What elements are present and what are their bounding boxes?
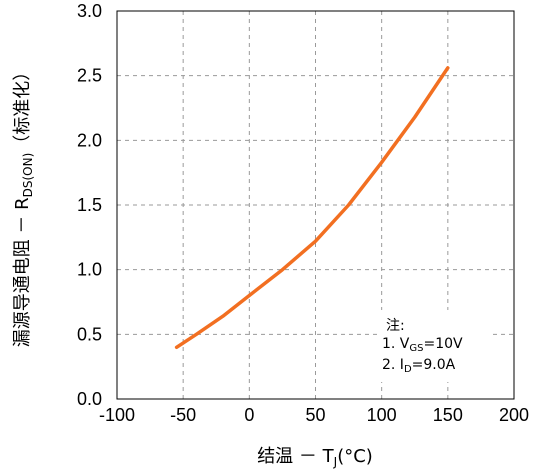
- series-line: [174, 66, 450, 350]
- x-tick-label: 150: [433, 405, 463, 425]
- y-tick-label: 2.5: [77, 66, 102, 86]
- note-background: [377, 310, 489, 382]
- x-tick-label: 0: [244, 405, 254, 425]
- y-tick-label: 2.0: [77, 130, 102, 150]
- y-tick-label: 0.0: [77, 389, 102, 409]
- y-tick-label: 1.0: [77, 260, 102, 280]
- x-tick-label: 200: [499, 405, 529, 425]
- y-axis-label: 漏源导通电阻 － RDS(ON)（标准化）: [12, 63, 35, 348]
- y-tick-label: 3.0: [77, 1, 102, 21]
- note-line-id: 2. ID=9.0A: [382, 357, 456, 375]
- plot-frame: [116, 10, 515, 400]
- series-group: [174, 66, 450, 350]
- x-tick-label: -100: [99, 405, 135, 425]
- x-tick-labels: -100 -50 0 50 100 150 200: [99, 405, 529, 425]
- note-line-vgs: 1. VGS=10V: [382, 336, 463, 354]
- y-tick-labels: 0.0 0.5 1.0 1.5 2.0 2.5 3.0: [77, 1, 102, 409]
- y-tick-label: 0.5: [77, 324, 102, 344]
- x-tick-label: 50: [305, 405, 325, 425]
- x-tick-label: 100: [367, 405, 397, 425]
- x-axis-label: 结温 － TJ(°C): [257, 446, 373, 469]
- note-title: 注:: [386, 318, 405, 334]
- x-tick-label: -50: [170, 405, 196, 425]
- note-box: 注: 1. VGS=10V 2. ID=9.0A: [377, 310, 489, 382]
- y-tick-label: 1.5: [77, 195, 102, 215]
